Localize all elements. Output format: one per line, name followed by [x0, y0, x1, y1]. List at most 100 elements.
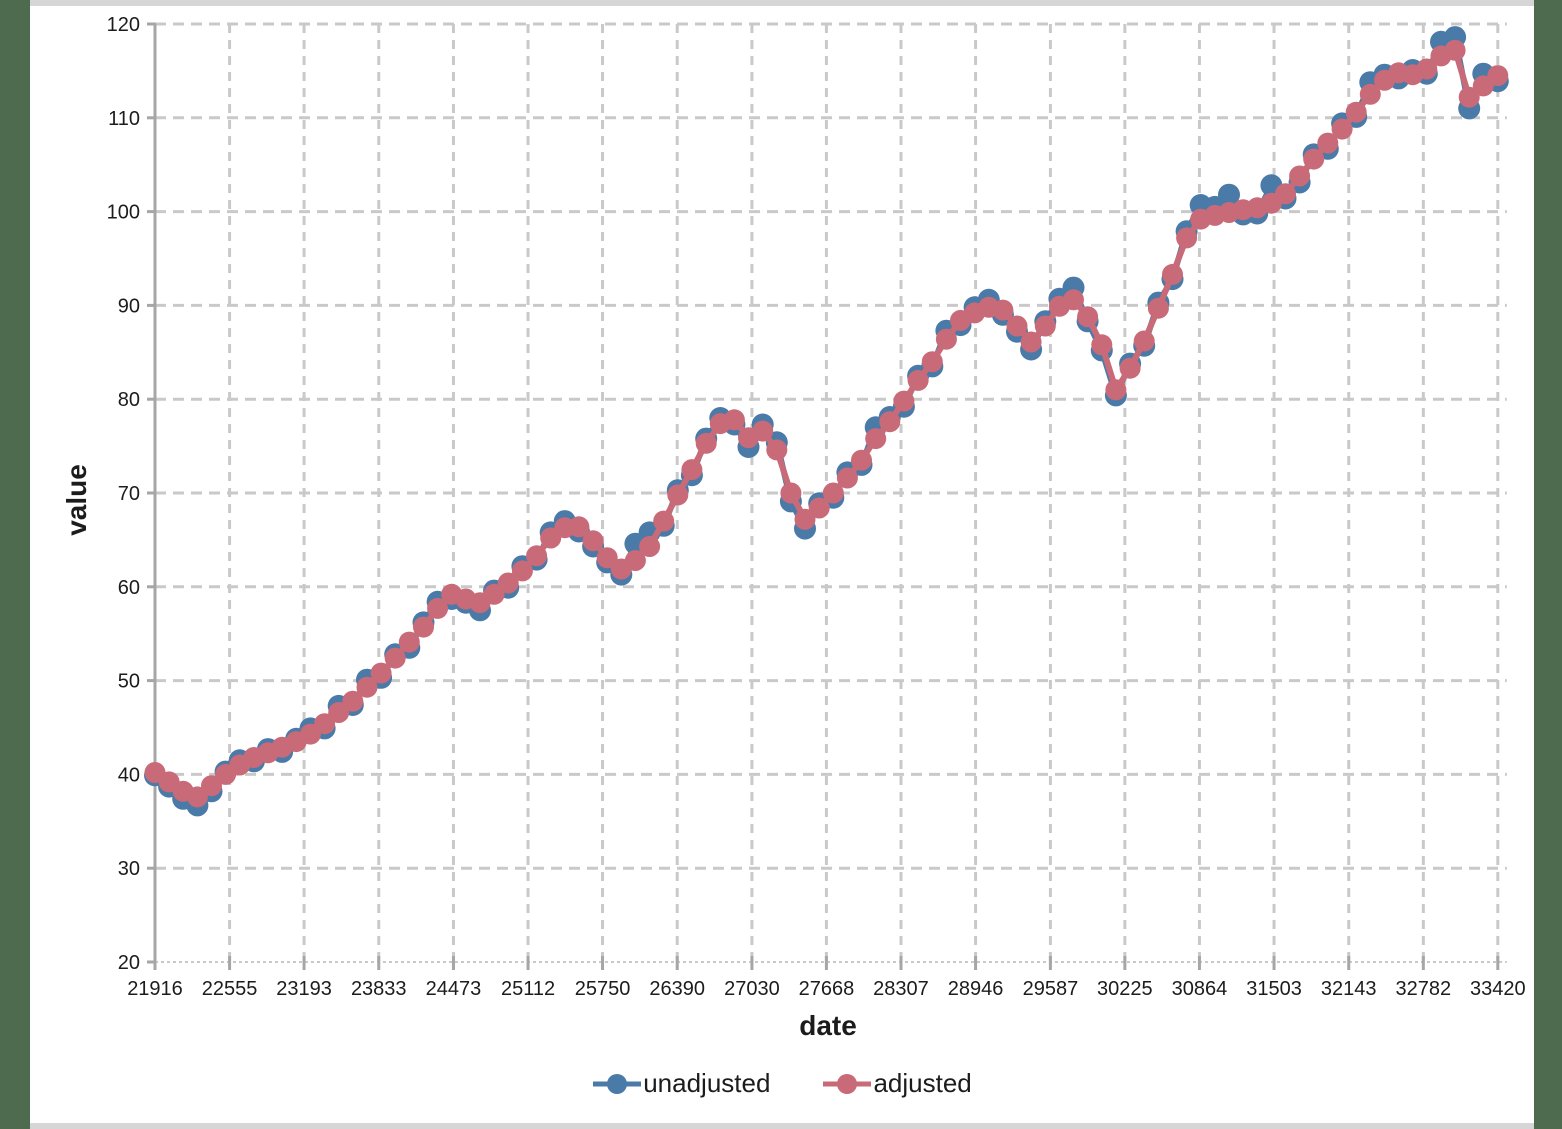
data-point-adjusted[interactable] [1345, 101, 1367, 123]
y-tick-label: 50 [118, 671, 140, 693]
data-point-adjusted[interactable] [639, 536, 661, 557]
data-point-adjusted[interactable] [201, 775, 222, 797]
data-point-adjusted[interactable] [427, 597, 449, 619]
data-point-adjusted[interactable] [1063, 289, 1084, 311]
data-point-adjusted[interactable] [1176, 227, 1198, 249]
data-point-unadjusted[interactable] [1218, 183, 1240, 206]
data-point-adjusted[interactable] [865, 428, 887, 450]
data-point-adjusted[interactable] [1006, 315, 1028, 337]
data-point-adjusted[interactable] [1034, 315, 1056, 337]
legend: unadjusted adjusted [30, 1068, 1534, 1099]
data-point-adjusted[interactable] [921, 351, 943, 373]
data-point-adjusted[interactable] [1317, 132, 1339, 154]
x-tick-label: 25750 [575, 978, 631, 1000]
x-tick-label: 32143 [1321, 978, 1377, 1000]
data-point-adjusted[interactable] [992, 299, 1014, 321]
y-tick-label: 60 [118, 577, 140, 599]
data-point-adjusted[interactable] [907, 369, 929, 391]
data-point-adjusted[interactable] [186, 786, 208, 808]
data-point-adjusted[interactable] [695, 432, 717, 454]
desktop-edge-right [1534, 0, 1562, 1129]
x-tick-label: 29587 [1023, 978, 1079, 1000]
data-point-adjusted[interactable] [1091, 334, 1113, 356]
data-point-adjusted[interactable] [483, 583, 505, 605]
x-tick-label: 23833 [351, 978, 407, 1000]
data-point-adjusted[interactable] [766, 439, 788, 461]
legend-item-adjusted[interactable]: adjusted [822, 1068, 972, 1099]
y-axis-title: value [61, 464, 92, 536]
data-point-adjusted[interactable] [1020, 331, 1042, 353]
data-point-adjusted[interactable] [568, 516, 590, 538]
data-point-adjusted[interactable] [413, 616, 434, 638]
x-tick-label: 26390 [649, 978, 705, 1000]
data-point-adjusted[interactable] [723, 409, 745, 431]
x-tick-label: 31503 [1246, 978, 1302, 1000]
y-tick-label: 70 [118, 483, 140, 505]
data-point-adjusted[interactable] [1147, 297, 1169, 319]
legend-item-unadjusted[interactable]: unadjusted [592, 1068, 770, 1099]
data-point-adjusted[interactable] [1289, 165, 1311, 187]
data-point-adjusted[interactable] [1331, 118, 1353, 140]
data-point-adjusted[interactable] [681, 459, 703, 481]
legend-label-unadjusted: unadjusted [643, 1068, 771, 1098]
data-point-adjusted[interactable] [1487, 65, 1509, 87]
x-tick-label: 27030 [724, 978, 780, 1000]
y-tick-label: 80 [118, 389, 140, 411]
data-point-adjusted[interactable] [808, 497, 830, 519]
data-point-adjusted[interactable] [384, 647, 406, 669]
data-point-adjusted[interactable] [342, 690, 364, 712]
y-tick-label: 100 [107, 202, 140, 224]
y-tick-label: 40 [118, 764, 140, 786]
data-point-adjusted[interactable] [1472, 75, 1494, 97]
y-tick-label: 120 [107, 14, 140, 36]
data-point-adjusted[interactable] [1119, 357, 1141, 379]
data-point-adjusted[interactable] [879, 411, 901, 433]
data-point-adjusted[interactable] [1133, 330, 1155, 352]
x-tick-label: 24473 [426, 978, 482, 1000]
x-tick-label: 27668 [799, 978, 855, 1000]
data-point-adjusted[interactable] [836, 467, 858, 489]
data-point-adjusted[interactable] [1105, 379, 1127, 401]
data-point-adjusted[interactable] [624, 550, 646, 571]
data-point-adjusted[interactable] [1077, 306, 1099, 328]
data-point-adjusted[interactable] [328, 702, 350, 723]
data-point-adjusted[interactable] [1444, 39, 1466, 61]
data-point-adjusted[interactable] [893, 390, 915, 412]
x-tick-label: 30225 [1097, 978, 1153, 1000]
y-tick-label: 30 [118, 858, 140, 880]
x-tick-label: 28307 [873, 978, 929, 1000]
desktop-edge-left [0, 0, 30, 1129]
data-point-adjusted[interactable] [851, 449, 872, 471]
data-point-adjusted[interactable] [356, 676, 378, 698]
data-point-adjusted[interactable] [497, 572, 519, 594]
data-point-adjusted[interactable] [752, 420, 774, 442]
data-point-adjusted[interactable] [1416, 58, 1438, 80]
data-point-adjusted[interactable] [653, 510, 675, 532]
x-tick-label: 22555 [202, 978, 258, 1000]
x-tick-label: 33420 [1470, 978, 1526, 1000]
x-tick-label: 23193 [276, 978, 332, 1000]
data-point-adjusted[interactable] [1275, 183, 1296, 205]
data-point-adjusted[interactable] [822, 482, 844, 504]
data-point-adjusted[interactable] [780, 482, 802, 504]
data-point-adjusted[interactable] [667, 484, 689, 506]
y-tick-label: 90 [118, 295, 140, 317]
data-point-adjusted[interactable] [1458, 86, 1480, 108]
data-point-adjusted[interactable] [511, 560, 533, 582]
data-point-adjusted[interactable] [1359, 83, 1381, 105]
window-border-top [30, 0, 1534, 6]
y-tick-label: 110 [108, 108, 140, 130]
data-point-adjusted[interactable] [794, 508, 816, 530]
data-point-adjusted[interactable] [314, 713, 336, 735]
data-point-adjusted[interactable] [398, 631, 420, 653]
data-point-adjusted[interactable] [526, 545, 548, 567]
data-point-adjusted[interactable] [596, 547, 618, 569]
data-point-adjusted[interactable] [582, 530, 604, 552]
data-point-adjusted[interactable] [1162, 263, 1183, 285]
data-point-adjusted[interactable] [1303, 148, 1325, 170]
data-point-adjusted[interactable] [370, 662, 392, 684]
x-tick-label: 25112 [501, 978, 555, 1000]
data-point-adjusted[interactable] [935, 328, 957, 350]
